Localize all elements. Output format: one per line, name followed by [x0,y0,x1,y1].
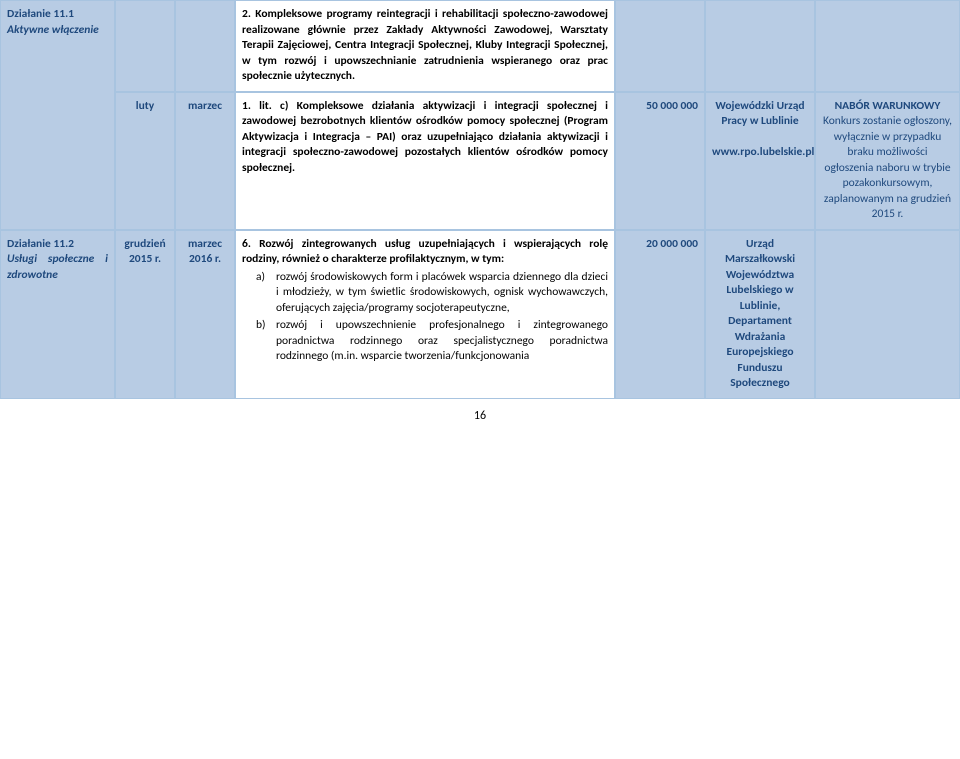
page-number: 16 [0,399,960,433]
row2-inst-text: Urząd Marszałkowski Województwa Lubelski… [725,237,795,391]
row2-notes [815,230,960,399]
row2-amount: 20 000 000 [615,230,705,399]
row1-amount: 50 000 000 [615,92,705,230]
row1-title: Działanie 11.1 [7,7,74,21]
row2-date-from-text: grudzień 2015 r. [124,237,165,267]
row2-desc-lead: 6. Rozwój zintegrowanych usług uzupełnia… [242,237,608,267]
row2-title: Działanie 11.2 [7,237,74,251]
row2-subtitle: Usługi społeczne i zdrowotne [7,252,108,282]
row1-upper-date-from [115,0,175,92]
row1-date-to-text: marzec [188,99,222,113]
row1-upper-date-to [175,0,235,92]
row1-date-to: marzec [175,92,235,230]
row1-desc-bottom-text: 1. lit. c) Kompleksowe działania aktywiz… [242,99,608,175]
row1-date-from: luty [115,92,175,230]
row1-notes: NABÓR WARUNKOWY Konkurs zostanie ogłoszo… [815,92,960,230]
row2-action-label: Działanie 11.2 Usługi społeczne i zdrowo… [0,230,115,399]
row2-desc-a: rozwój środowiskowych form i placówek ws… [276,270,608,317]
row2-institution: Urząd Marszałkowski Województwa Lubelski… [705,230,815,399]
row1-institution: Wojewódzki Urząd Pracy w Lublinie www.rp… [705,92,815,230]
row1-upper-inst [705,0,815,92]
row1-upper-notes [815,0,960,92]
row1-amount-text: 50 000 000 [646,99,698,113]
row2-date-from: grudzień 2015 r. [115,230,175,399]
row1-upper-amount [615,0,705,92]
list-marker-b: b) [256,318,270,365]
row1-subtitle: Aktywne włączenie [7,23,99,37]
row2-date-to: marzec 2016 r. [175,230,235,399]
row2-amount-text: 20 000 000 [646,237,698,251]
row1-date-from-text: luty [136,99,154,113]
row1-inst-name: Wojewódzki Urząd Pracy w Lublinie [715,99,804,129]
row1-desc-bottom: 1. lit. c) Kompleksowe działania aktywiz… [235,92,615,230]
row2-desc: 6. Rozwój zintegrowanych usług uzupełnia… [235,230,615,399]
row1-notes-title: NABÓR WARUNKOWY [835,99,941,113]
row2-desc-b: rozwój i upowszechnienie profesjonalnego… [276,318,608,365]
row1-notes-body: Konkurs zostanie ogłoszony, wyłącznie w … [822,114,953,223]
row1-desc-top-text: 2. Kompleksowe programy reintegracji i r… [242,7,608,83]
row1-inst-url: www.rpo.lubelskie.pl [712,145,814,159]
row2-date-to-text: marzec 2016 r. [188,237,222,267]
list-marker-a: a) [256,270,270,317]
row1-action-label: Działanie 11.1 Aktywne włączenie [0,0,115,230]
row1-desc-top: 2. Kompleksowe programy reintegracji i r… [235,0,615,92]
